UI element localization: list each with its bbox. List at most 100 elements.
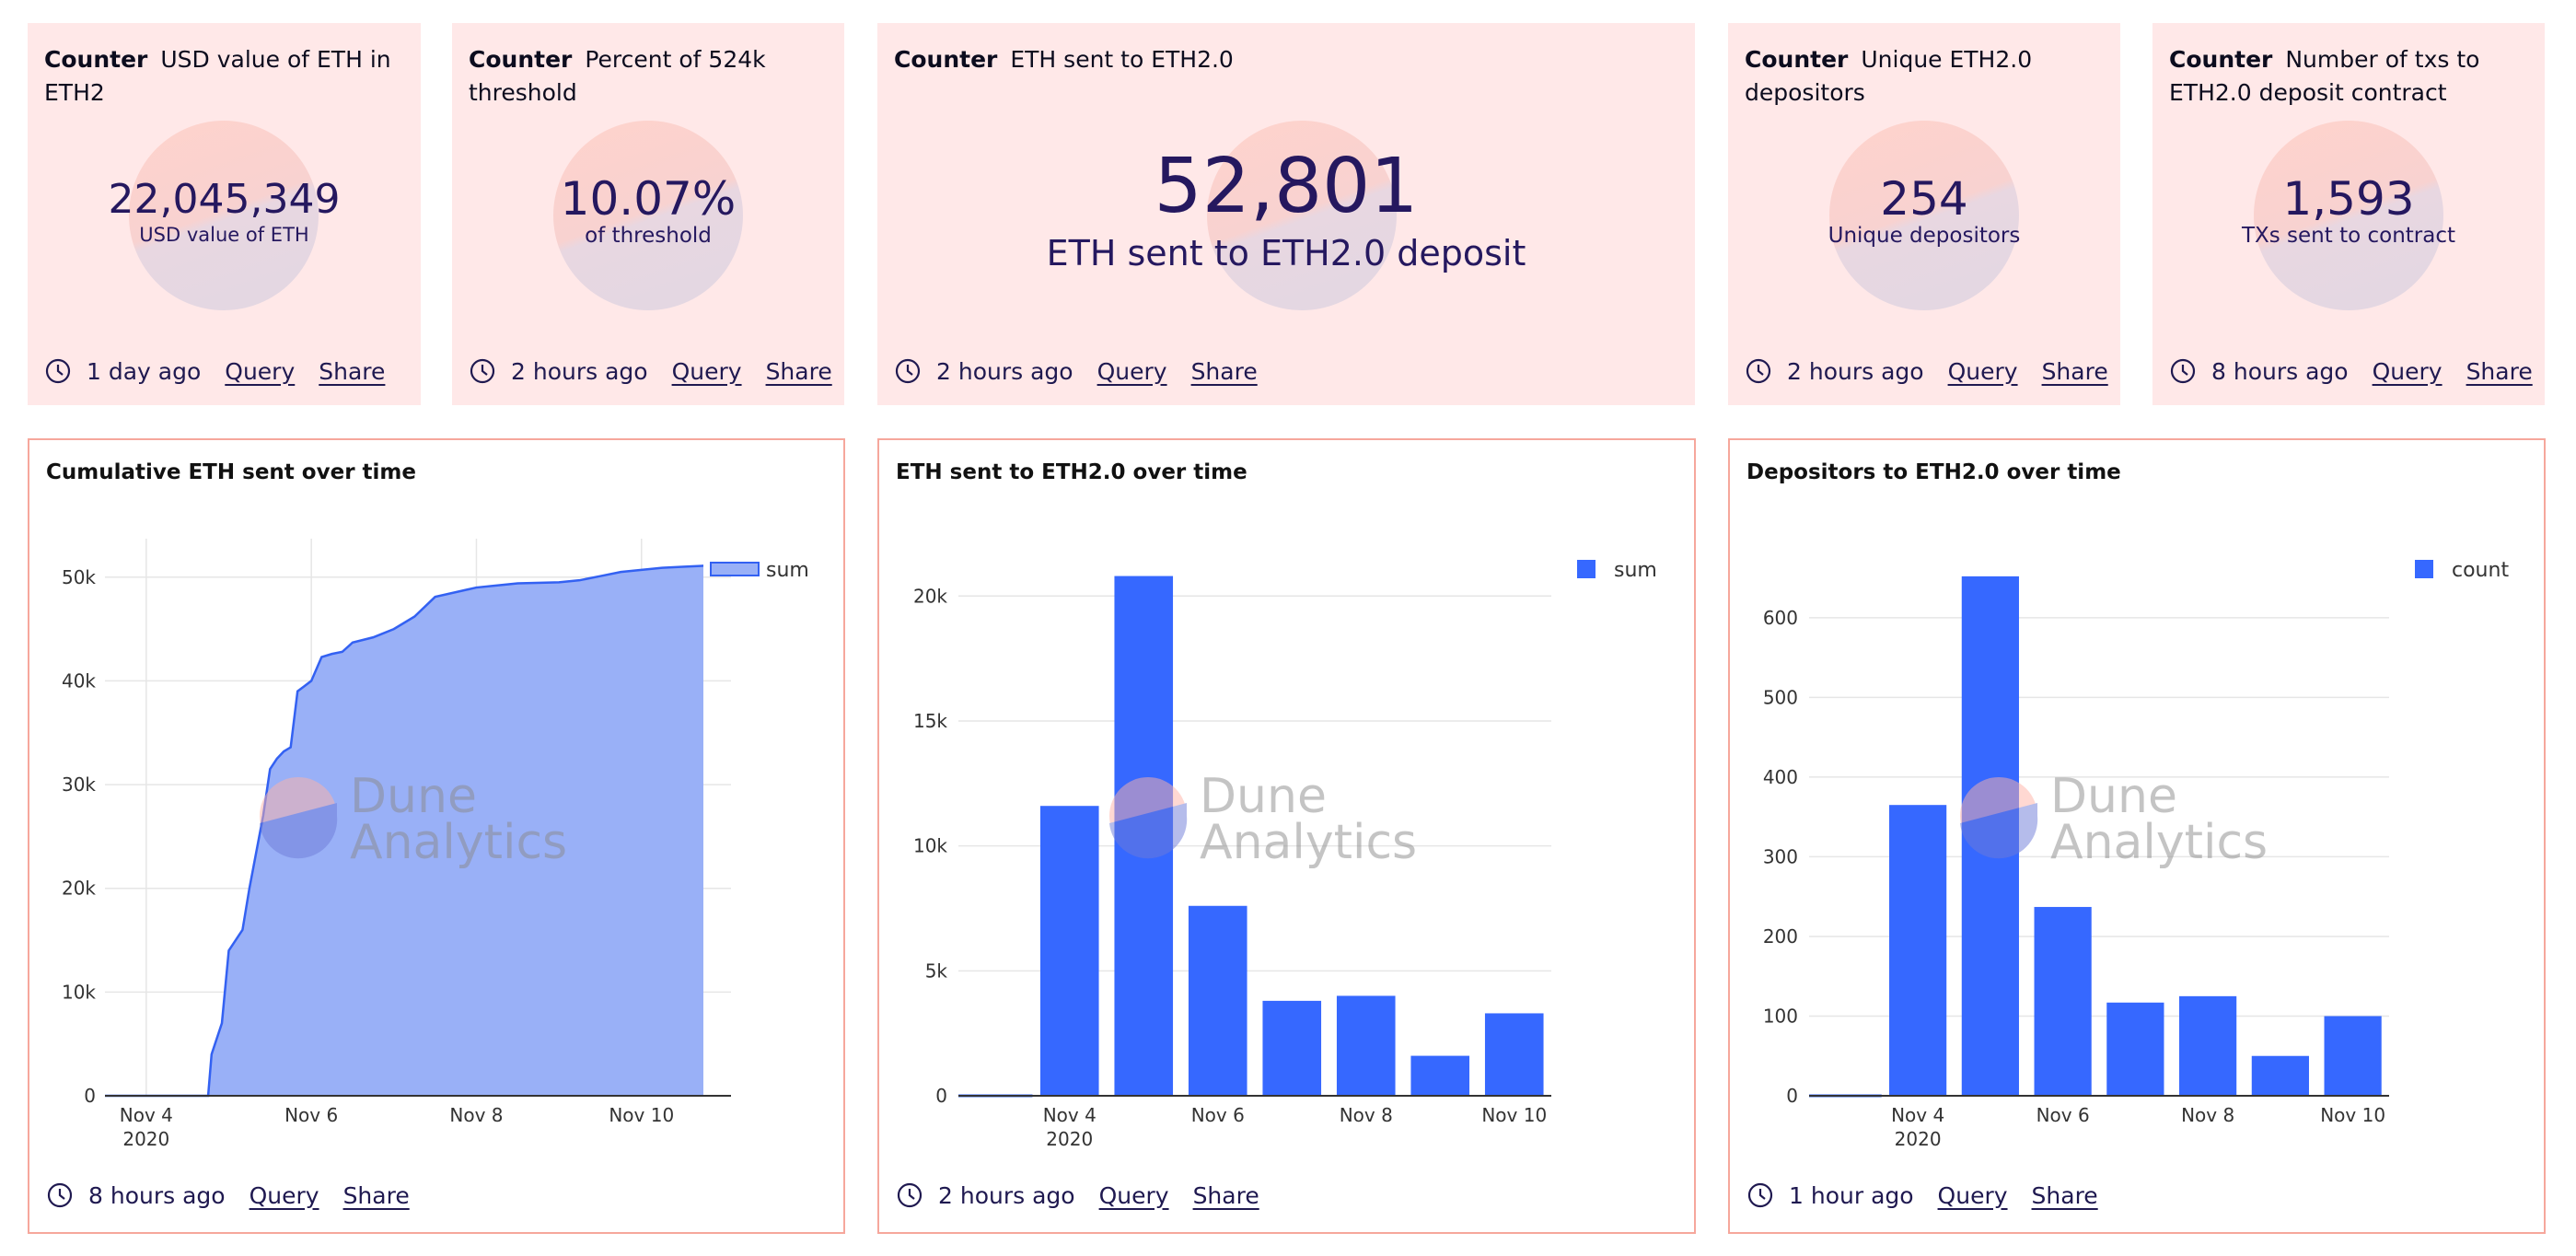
counter-value: 1,593 — [2282, 172, 2415, 226]
counter-kind-label: Counter — [469, 46, 573, 73]
y-tick-label: 0 — [84, 1085, 96, 1107]
share-link[interactable]: Share — [319, 357, 386, 385]
watermark-logo-shade — [260, 803, 338, 859]
counter-caption: TXs sent to contract — [2241, 224, 2456, 248]
share-link[interactable]: Share — [1192, 1181, 1259, 1209]
x-tick-label: Nov 6 — [2036, 1104, 2090, 1126]
share-link[interactable]: Share — [2466, 357, 2533, 385]
share-link[interactable]: Share — [342, 1181, 410, 1209]
legend-swatch — [2415, 560, 2433, 578]
counter-background-blob — [1207, 121, 1397, 310]
counter-card-txs: Counter Number of txs to ETH2.0 deposit c… — [2152, 23, 2545, 405]
counter-card-usd-value: Counter USD value of ETH in ETH2 22,045,3… — [28, 23, 421, 405]
share-link[interactable]: Share — [2041, 357, 2108, 385]
query-link[interactable]: Query — [1098, 1181, 1169, 1209]
updated-time: 8 hours ago — [88, 1181, 226, 1209]
watermark-text: Dune — [350, 769, 477, 824]
x-tick-label: 2020 — [1895, 1128, 1942, 1150]
x-tick-label: Nov 8 — [449, 1104, 503, 1126]
x-tick-label: Nov 6 — [1191, 1104, 1245, 1126]
chart-title: ETH sent to ETH2.0 over time — [896, 460, 1247, 484]
counter-title: USD value of ETH in ETH2 — [44, 46, 391, 106]
chart-footer: 1 hour ago Query Share — [1746, 1181, 2098, 1209]
y-tick-label: 20k — [62, 878, 96, 900]
query-link[interactable]: Query — [1947, 357, 2018, 385]
clock-icon — [470, 358, 495, 384]
y-tick-label: 50k — [62, 566, 96, 588]
counter-caption: USD value of ETH — [139, 224, 309, 246]
counter-header: Counter Number of txs to ETH2.0 deposit c… — [2169, 43, 2532, 110]
query-link[interactable]: Query — [1937, 1181, 2008, 1209]
clock-icon — [895, 358, 921, 384]
y-tick-label: 0 — [935, 1085, 947, 1107]
share-link[interactable]: Share — [765, 357, 832, 385]
counter-background-blob — [553, 121, 743, 310]
query-link[interactable]: Query — [225, 357, 296, 385]
chart-title: Cumulative ETH sent over time — [46, 460, 416, 484]
y-tick-label: 500 — [1763, 686, 1798, 708]
area-fill-sum — [105, 565, 703, 1096]
query-link[interactable]: Query — [249, 1181, 319, 1209]
x-tick-label: 2020 — [1046, 1128, 1093, 1150]
bar — [2034, 906, 2092, 1096]
counter-footer: 1 day ago Query Share — [44, 357, 385, 385]
x-tick-label: Nov 4 — [1891, 1104, 1944, 1126]
y-tick-label: 5k — [925, 959, 948, 982]
y-tick-label: 0 — [1786, 1085, 1798, 1107]
counter-kind-label: Counter — [44, 46, 148, 73]
query-link[interactable]: Query — [671, 357, 742, 385]
watermark-text: Dune — [2050, 769, 2177, 824]
updated-time: 2 hours ago — [938, 1181, 1075, 1209]
legend-label-sum: sum — [766, 559, 809, 582]
y-tick-label: 10k — [913, 835, 947, 857]
counter-header: Counter USD value of ETH in ETH2 — [44, 43, 408, 110]
chart-footer: 2 hours ago Query Share — [896, 1181, 1259, 1209]
counter-background-blob — [129, 121, 319, 310]
counter-value: 52,801 — [1154, 143, 1419, 230]
counter-kind-label: Counter — [1745, 46, 1849, 73]
y-tick-label: 40k — [62, 669, 96, 692]
counter-caption: Unique depositors — [1828, 224, 2021, 248]
bar — [2324, 1016, 2382, 1096]
share-link[interactable]: Share — [1190, 357, 1258, 385]
counter-header: Counter ETH sent to ETH2.0 — [894, 43, 1682, 76]
y-tick-label: 15k — [913, 710, 947, 732]
updated-time: 2 hours ago — [511, 357, 648, 385]
counter-card-eth-sent: Counter ETH sent to ETH2.0 52,801 ETH sen… — [877, 23, 1695, 405]
x-tick-label: Nov 10 — [609, 1104, 674, 1126]
y-tick-label: 10k — [62, 981, 96, 1003]
counter-footer: 2 hours ago Query Share — [1745, 357, 2108, 385]
counter-kind-label: Counter — [2169, 46, 2273, 73]
clock-icon — [47, 1182, 73, 1208]
query-link[interactable]: Query — [1097, 357, 1167, 385]
counter-caption: of threshold — [585, 224, 712, 248]
counter-footer: 2 hours ago Query Share — [469, 357, 832, 385]
query-link[interactable]: Query — [2372, 357, 2443, 385]
bar — [2251, 1055, 2309, 1096]
y-tick-label: 300 — [1763, 845, 1798, 867]
legend-swatch-sum — [710, 562, 760, 576]
counter-card-threshold: Counter Percent of 524k threshold 10.07% … — [452, 23, 844, 405]
bar — [1410, 1055, 1470, 1096]
x-tick-label: Nov 8 — [2181, 1104, 2234, 1126]
share-link[interactable]: Share — [2031, 1181, 2098, 1209]
counter-title: Percent of 524k threshold — [469, 46, 766, 106]
series-line-sum — [105, 564, 704, 1098]
clock-icon — [897, 1182, 922, 1208]
x-tick-label: Nov 6 — [284, 1104, 338, 1126]
watermark-logo-shade — [1960, 803, 2038, 859]
x-tick-label: Nov 4 — [1043, 1104, 1097, 1126]
counter-background-blob — [2254, 121, 2443, 310]
bar — [1484, 1013, 1544, 1096]
counter-header: Counter Percent of 524k threshold — [469, 43, 831, 110]
chart-footer: 8 hours ago Query Share — [46, 1181, 410, 1209]
watermark-text: Dune — [1200, 769, 1327, 824]
counter-footer: 8 hours ago Query Share — [2169, 357, 2533, 385]
x-tick-label: Nov 10 — [1481, 1104, 1547, 1126]
bar — [1039, 806, 1099, 1096]
legend-label: count — [2452, 559, 2509, 582]
counter-card-depositors: Counter Unique ETH2.0 depositors 254 Uniq… — [1728, 23, 2120, 405]
